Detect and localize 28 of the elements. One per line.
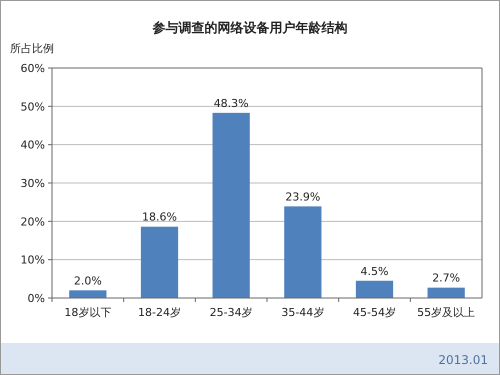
y-tick-label: 20% xyxy=(20,215,45,228)
bar xyxy=(212,112,250,298)
data-label: 2.0% xyxy=(74,274,102,288)
data-label: 4.5% xyxy=(360,264,388,278)
y-tick-label: 50% xyxy=(20,100,45,114)
text: 2013.01 xyxy=(438,353,488,367)
y-tick-label: 40% xyxy=(20,138,45,152)
x-tick-label: 18-24岁 xyxy=(138,306,181,319)
x-tick-label: 25-34岁 xyxy=(210,306,253,319)
data-label: 18.6% xyxy=(142,210,177,224)
bar xyxy=(284,206,322,298)
x-tick-label: 35-44岁 xyxy=(281,306,324,319)
x-tick-label: 55岁及以上 xyxy=(417,306,476,319)
bar xyxy=(69,290,106,298)
y-tick-label: 10% xyxy=(20,254,45,267)
y-tick-label: 60% xyxy=(20,62,45,75)
bar xyxy=(356,280,394,298)
data-label: 23.9% xyxy=(285,190,320,204)
y-tick-label: 0% xyxy=(28,292,45,305)
chart-title: 参与调查的网络设备用户年龄结构 xyxy=(152,20,348,36)
bar xyxy=(428,288,465,298)
data-label: 2.7% xyxy=(432,272,460,285)
y-axis-title: 所占比例 xyxy=(10,42,54,55)
x-tick-label: 45-54岁 xyxy=(353,306,396,319)
y-tick-label: 30% xyxy=(20,177,45,190)
x-tick-label: 18岁以下 xyxy=(64,306,112,319)
data-label: 48.3% xyxy=(214,96,249,110)
bar xyxy=(140,226,178,298)
